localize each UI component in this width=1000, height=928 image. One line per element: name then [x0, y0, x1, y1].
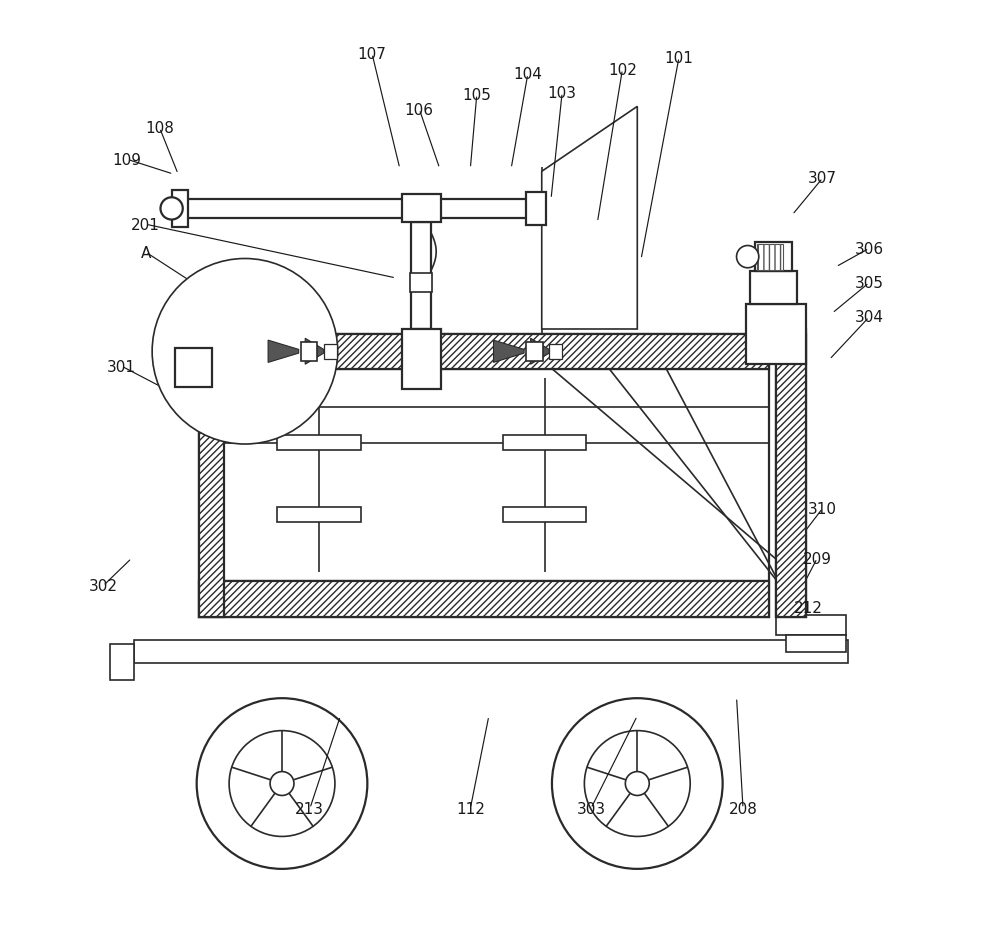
Bar [172, 190, 188, 227]
Bar [755, 242, 792, 272]
Bar [757, 244, 783, 270]
Text: 213: 213 [295, 801, 324, 817]
Bar [402, 195, 441, 223]
Bar [277, 508, 361, 522]
Bar [776, 615, 846, 636]
Text: 301: 301 [107, 359, 136, 374]
Polygon shape [268, 341, 299, 363]
Text: 307: 307 [808, 171, 837, 187]
Polygon shape [494, 341, 524, 363]
Bar [526, 192, 546, 226]
Text: 105: 105 [462, 88, 491, 103]
Circle shape [737, 246, 759, 268]
Polygon shape [305, 339, 324, 365]
Bar [175, 349, 212, 388]
Bar [402, 329, 441, 390]
Text: 112: 112 [456, 801, 485, 817]
Text: 101: 101 [665, 51, 693, 66]
Bar [199, 334, 769, 617]
Bar [750, 272, 797, 304]
Circle shape [270, 772, 294, 795]
Bar [134, 640, 848, 664]
Text: 209: 209 [803, 551, 832, 566]
Circle shape [625, 772, 649, 795]
Text: 109: 109 [113, 152, 142, 168]
Text: 212: 212 [794, 600, 822, 615]
Bar [199, 334, 224, 617]
Circle shape [584, 731, 690, 836]
Bar [786, 636, 846, 652]
Bar [746, 304, 806, 365]
Bar [301, 342, 317, 361]
Bar [503, 435, 586, 450]
Circle shape [152, 259, 338, 445]
Bar [549, 344, 562, 359]
Circle shape [160, 198, 183, 220]
Polygon shape [542, 108, 637, 329]
Bar [776, 334, 806, 617]
Bar [410, 274, 432, 292]
Circle shape [197, 699, 367, 869]
Polygon shape [531, 339, 549, 365]
Bar [776, 329, 806, 617]
Bar [277, 435, 361, 450]
Text: A: A [140, 245, 151, 260]
Text: 304: 304 [855, 310, 884, 325]
Text: 310: 310 [808, 501, 837, 516]
Text: 201: 201 [131, 217, 160, 232]
Circle shape [229, 731, 335, 836]
Text: 103: 103 [548, 86, 577, 101]
Bar [110, 645, 134, 680]
Text: 306: 306 [855, 241, 884, 256]
Text: 208: 208 [729, 801, 757, 817]
Text: 303: 303 [576, 801, 605, 817]
Text: 102: 102 [608, 63, 637, 78]
Bar [199, 334, 769, 369]
Text: 305: 305 [855, 276, 884, 290]
Text: 302: 302 [88, 579, 117, 594]
Bar [324, 344, 337, 359]
Text: 107: 107 [358, 47, 386, 62]
Bar [199, 582, 769, 617]
Circle shape [552, 699, 723, 869]
Text: 106: 106 [405, 102, 434, 118]
Bar [526, 342, 543, 361]
Text: 104: 104 [513, 68, 542, 83]
Bar [503, 508, 586, 522]
Bar [411, 223, 431, 329]
Text: 108: 108 [145, 121, 174, 136]
